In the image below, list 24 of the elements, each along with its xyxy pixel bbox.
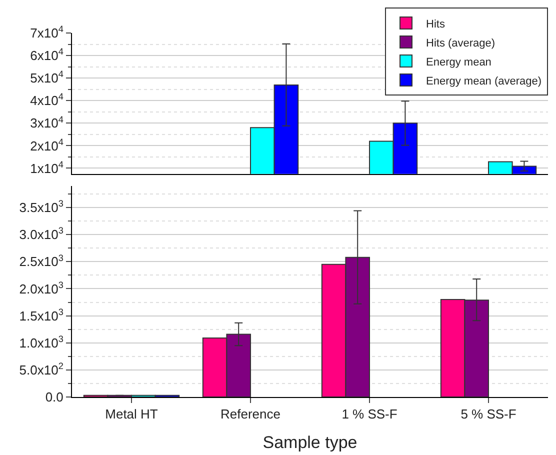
y-tick-label: 1x10$^{4}$: [30, 159, 64, 176]
y-tick-label: 7x10$^{4}$: [30, 24, 64, 41]
y-tick-label: 2.5x10$^{3}$: [19, 252, 64, 270]
y-tick-label: 4x10$^{4}$: [30, 92, 64, 108]
legend-label: Energy mean: [426, 56, 492, 68]
x-tick-label: 5 % SS-F: [460, 406, 516, 422]
y-tick-label: 3.5x10$^{3}$: [19, 198, 64, 216]
y-tick-label: 0.0: [45, 390, 64, 405]
y-tick-label: 1.5x10$^{3}$: [19, 306, 64, 324]
y-tick-label: 3.0x10$^{3}$: [19, 226, 64, 242]
y-tick-label: 1.0x10$^{3}$: [19, 334, 64, 350]
y-tick-label: 3x10$^{4}$: [30, 114, 64, 131]
y-tick-label: 2x10$^{4}$: [30, 136, 64, 154]
x-tick-label: Reference: [220, 406, 280, 422]
y-tick-label: 2.0x10$^{3}$: [19, 280, 64, 296]
x-tick-label: Metal HT: [105, 406, 158, 422]
x-tick-label: 1 % SS-F: [342, 406, 398, 422]
y-tick-label: 6x10$^{4}$: [30, 46, 64, 64]
legend-label: Energy mean (average): [426, 75, 542, 88]
y-tick-label: 5x10$^{4}$: [30, 69, 64, 86]
y-tick-label: 5.0x10$^{2}$: [19, 361, 64, 378]
legend-label: Hits: [426, 18, 446, 30]
legend-label: Hits (average): [426, 37, 496, 50]
x-axis-title: Sample type: [262, 433, 358, 452]
